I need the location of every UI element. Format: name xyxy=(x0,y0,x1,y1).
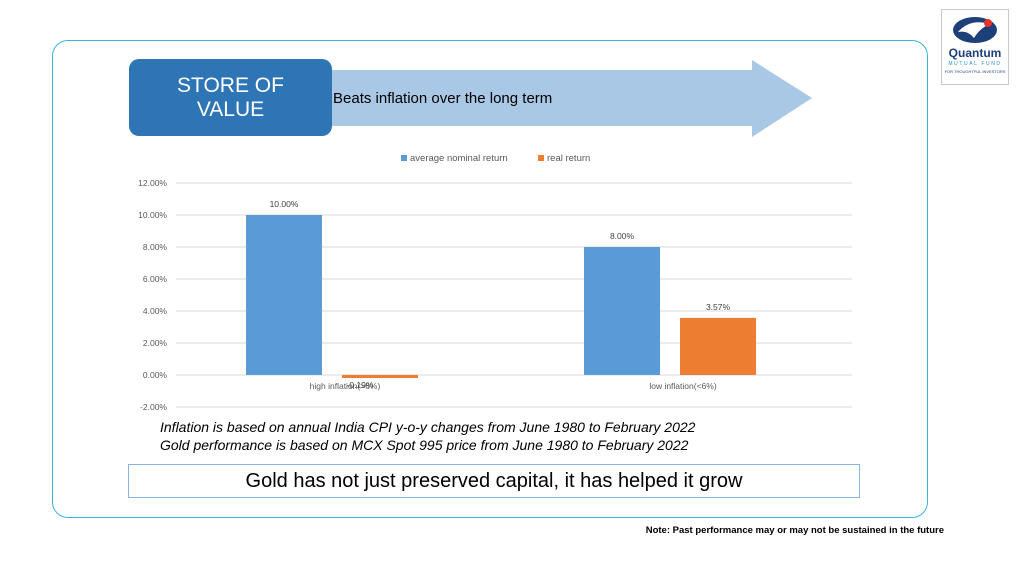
quantum-logo: Quantum MUTUAL FUND FOR THOUGHTFUL INVES… xyxy=(941,9,1009,85)
logo-subtitle: MUTUAL FUND xyxy=(948,61,1002,67)
store-of-value-box: STORE OF VALUE xyxy=(129,59,332,136)
legend-swatch xyxy=(401,155,407,161)
data-label: 8.00% xyxy=(610,231,635,241)
data-label: 3.57% xyxy=(706,302,731,312)
logo-mark-icon xyxy=(953,17,997,43)
bar-real xyxy=(680,317,756,375)
legend-label: average nominal return xyxy=(410,153,508,164)
y-tick-label: -2.00% xyxy=(140,402,167,412)
conclusion-box: Gold has not just preserved capital, it … xyxy=(128,464,860,498)
y-tick-label: 2.00% xyxy=(143,338,168,348)
logo-name: Quantum xyxy=(948,46,1002,60)
arrow-label: Beats inflation over the long term xyxy=(333,90,553,107)
arrow-shape xyxy=(322,60,812,137)
x-category-label: high inflation(>6%) xyxy=(310,381,381,391)
logo-tagline: FOR THOUGHTFUL INVESTORS xyxy=(944,69,1006,74)
disclaimer-note: Note: Past performance may or may not be… xyxy=(645,525,944,536)
source-notes: Inflation is based on annual India CPI y… xyxy=(160,418,695,454)
bar-real xyxy=(342,375,418,379)
data-label: -0.19% xyxy=(347,380,374,390)
y-tick-label: 12.00% xyxy=(138,178,167,188)
data-label: 10.00% xyxy=(270,199,299,209)
y-tick-label: 0.00% xyxy=(143,370,168,380)
legend-swatch xyxy=(538,155,544,161)
store-of-value-label: STORE OF VALUE xyxy=(177,73,284,121)
note-line-inflation: Inflation is based on annual India CPI y… xyxy=(160,419,696,435)
bar-nominal xyxy=(246,215,322,375)
y-tick-label: 10.00% xyxy=(138,210,167,220)
y-tick-label: 4.00% xyxy=(143,306,168,316)
bar-nominal xyxy=(584,247,660,375)
note-line-gold: Gold performance is based on MCX Spot 99… xyxy=(160,437,689,453)
x-category-label: low inflation(<6%) xyxy=(649,381,716,391)
legend-label: real return xyxy=(547,153,590,164)
y-tick-label: 6.00% xyxy=(143,274,168,284)
y-tick-label: 8.00% xyxy=(143,242,168,252)
